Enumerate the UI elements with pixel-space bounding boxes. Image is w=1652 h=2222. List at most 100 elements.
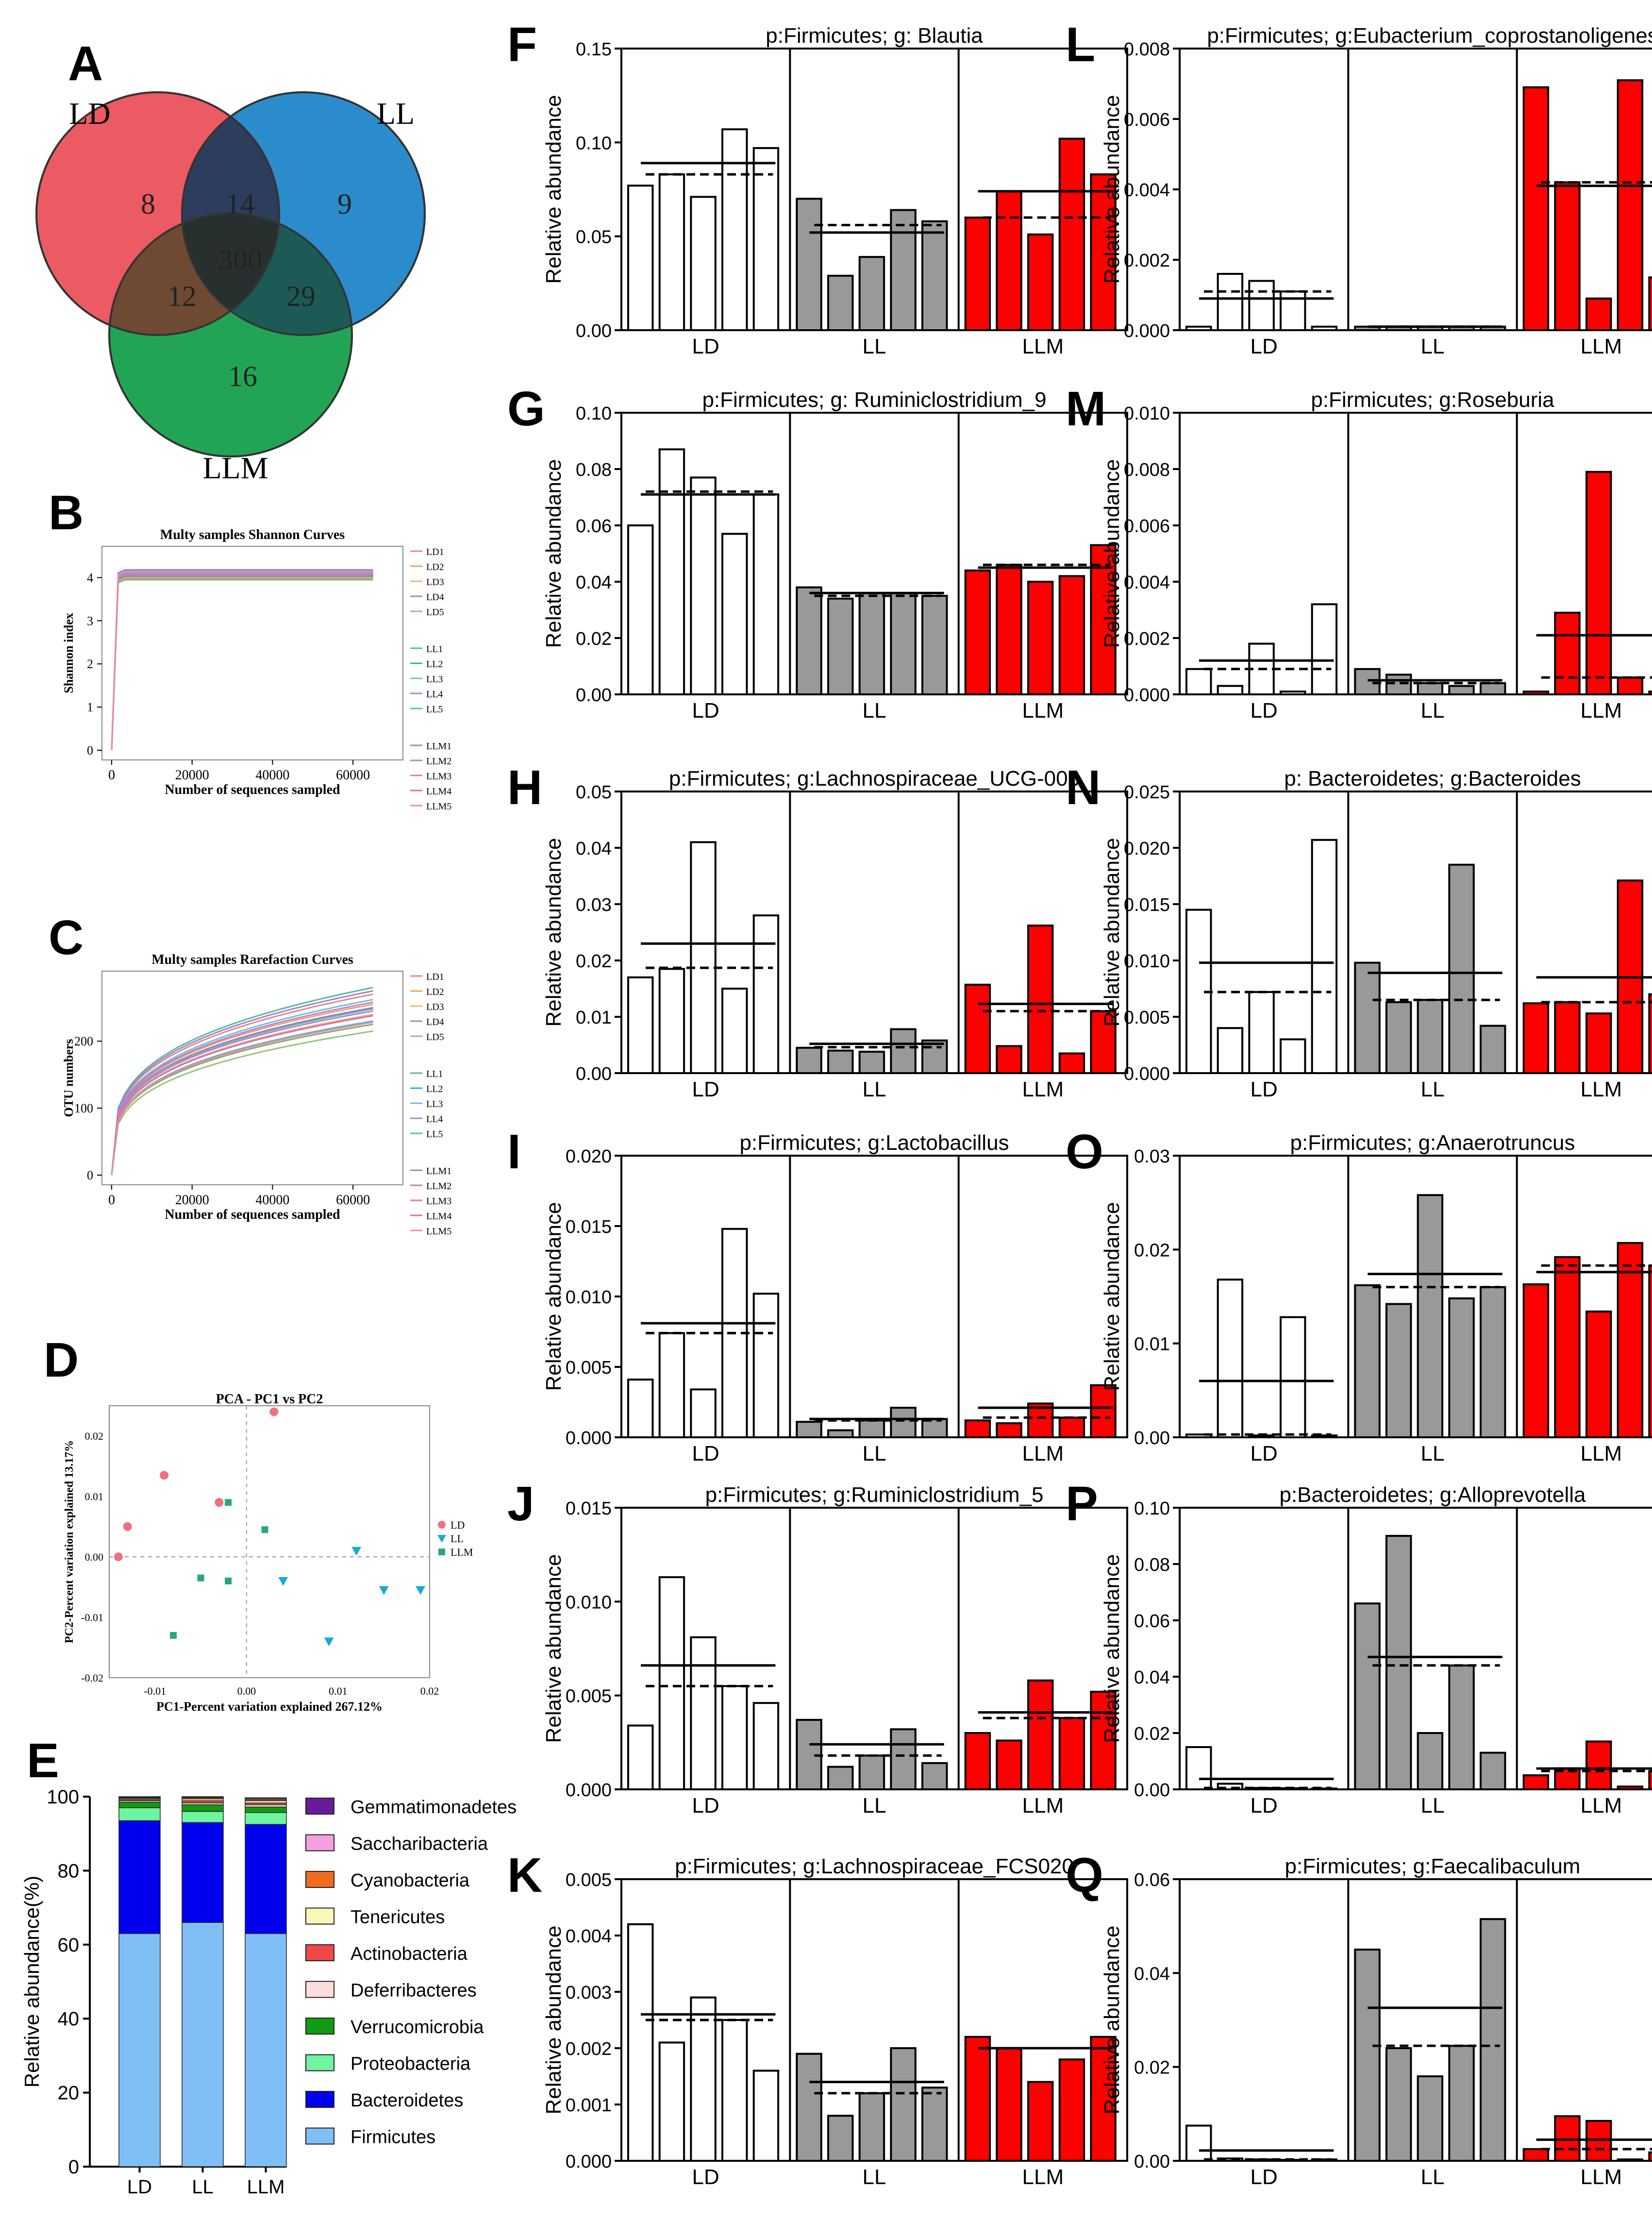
y-axis-label-C: OTU numbers bbox=[62, 1039, 76, 1117]
venn-diagram bbox=[35, 91, 426, 457]
stack-Firmicutes-LL bbox=[182, 1922, 224, 2167]
y-axis-label-O: Relative abundance bbox=[1100, 1202, 1124, 1391]
y-tick-label-G: 0.08 bbox=[576, 460, 612, 480]
bar-LL-1 bbox=[1354, 1602, 1381, 1790]
venn-label-LD: LD bbox=[69, 96, 110, 131]
bar-LLM-3 bbox=[1585, 1012, 1612, 1075]
bar-LLM-1 bbox=[964, 217, 991, 331]
y-tick-label-P: 0.08 bbox=[1134, 1555, 1170, 1575]
y-tick-label-B: 1 bbox=[87, 700, 93, 714]
x-tick-label-C: 0 bbox=[108, 1193, 115, 1208]
y-tick-label-J: 0.010 bbox=[566, 1592, 612, 1613]
x-tick-label-LL: LL bbox=[192, 2176, 214, 2198]
pca-point-LD bbox=[269, 1407, 279, 1416]
x-tick-label-LLM: LLM bbox=[1022, 2165, 1064, 2189]
venn-overlap-LD-LLM bbox=[109, 214, 279, 335]
bar-LD-5 bbox=[752, 1293, 780, 1438]
y-tick-label-L: 0.008 bbox=[1124, 39, 1170, 60]
panel-letter-F: F bbox=[507, 17, 537, 72]
y-tick-label-B: 2 bbox=[87, 657, 93, 671]
x-tick-label-LD: LD bbox=[1251, 1794, 1278, 1818]
bar-LLM-1 bbox=[1522, 86, 1550, 331]
venn-outline-LL bbox=[181, 91, 426, 336]
bar-LL-4 bbox=[890, 2047, 917, 2162]
y-axis-label-D: PC2-Percent variation explained 13.17% bbox=[63, 1440, 76, 1643]
legend-label-LL1: LL1 bbox=[426, 644, 443, 655]
bar-LLM-4 bbox=[1617, 1785, 1644, 1790]
y-tick-label-N: 0.025 bbox=[1124, 782, 1170, 803]
x-tick-label-LL: LL bbox=[1421, 1794, 1445, 1818]
y-tick-label-M: 0.002 bbox=[1124, 629, 1170, 649]
y-tick-label-L: 0.002 bbox=[1124, 251, 1170, 271]
bar-LL-2 bbox=[1385, 1001, 1412, 1075]
bar-LLM-3 bbox=[1027, 233, 1054, 331]
pca-point-LL bbox=[416, 1586, 426, 1595]
bar-LLM-3 bbox=[1585, 1740, 1612, 1790]
bar-LL-3 bbox=[1417, 1194, 1444, 1438]
curve-LD1 bbox=[111, 993, 373, 1176]
legend-label-LLM3: LLM3 bbox=[426, 1196, 451, 1207]
x-tick-label-LLM: LLM bbox=[1022, 335, 1064, 358]
legend-swatch-LD bbox=[438, 1521, 446, 1529]
plot-title-H: p:Firmicutes; g:Lachnospiraceae_UCG-006 bbox=[669, 767, 1080, 791]
plot-title-B: Multy samples Shannon Curves bbox=[160, 527, 345, 542]
x-tick-label-LD: LD bbox=[692, 1077, 719, 1101]
x-tick-label-LLM: LLM bbox=[1581, 335, 1622, 358]
y-tick-label-G: 0.06 bbox=[576, 516, 612, 537]
bar-LLM-1 bbox=[964, 1732, 991, 1790]
x-tick-label-LL: LL bbox=[863, 1077, 886, 1101]
bar-LLM-4 bbox=[1617, 79, 1644, 331]
bar-LL-3 bbox=[858, 2092, 885, 2162]
bar-LD-2 bbox=[658, 173, 685, 331]
panel-letter-J: J bbox=[507, 1477, 534, 1531]
y-tick-label-F: 0.10 bbox=[576, 133, 612, 153]
bar-LL-4 bbox=[1448, 1664, 1475, 1791]
y-tick-label-C: 100 bbox=[74, 1101, 93, 1115]
x-tick-label-LD: LD bbox=[127, 2176, 152, 2198]
y-tick-label-H: 0.04 bbox=[576, 839, 612, 859]
curve-LLM3 bbox=[111, 1008, 373, 1176]
legend-label-Firmicutes: Firmicutes bbox=[350, 2127, 435, 2148]
bar-LD-3 bbox=[690, 841, 717, 1075]
bar-LLM-5 bbox=[1090, 1384, 1117, 1438]
legend-label-LL: LL bbox=[451, 1532, 464, 1545]
legend-label-Deferribacteres: Deferribacteres bbox=[350, 1981, 477, 2001]
y-tick-label-I: 0.000 bbox=[566, 1428, 612, 1448]
curve-LL4 bbox=[111, 1010, 373, 1176]
bar-LD-2 bbox=[1217, 1783, 1244, 1790]
legend-swatch-Cyanobacteria bbox=[305, 1871, 334, 1888]
bar-LD-2 bbox=[1217, 273, 1244, 331]
legend-swatch-Bacteroidetes bbox=[305, 2091, 334, 2108]
panel-letter-B: B bbox=[49, 486, 83, 540]
y-tick-label-Q: 0.04 bbox=[1134, 1964, 1170, 1984]
bar-LD-1 bbox=[627, 185, 654, 331]
bar-LL-2 bbox=[827, 1766, 854, 1791]
legend-label-LLM5: LLM5 bbox=[426, 801, 451, 812]
x-tick-label-D: 0.00 bbox=[237, 1685, 256, 1697]
legend-label-LL4: LL4 bbox=[426, 689, 443, 700]
x-tick-label-D: 0.02 bbox=[420, 1685, 439, 1697]
y-tick-label-K: 0.003 bbox=[566, 1983, 612, 2003]
bar-LLM-5 bbox=[1090, 1690, 1117, 1791]
y-tick-label-K: 0.000 bbox=[566, 2152, 612, 2172]
legend-swatch-Saccharibacteria bbox=[305, 1834, 334, 1852]
panel-letter-E: E bbox=[27, 1734, 59, 1788]
x-tick-label-B: 20000 bbox=[175, 768, 209, 783]
y-tick-label-L: 0.004 bbox=[1124, 180, 1170, 201]
x-tick-label-LLM: LLM bbox=[1022, 1442, 1064, 1465]
bar-LD-2 bbox=[658, 968, 685, 1075]
plot-title-C: Multy samples Rarefaction Curves bbox=[151, 952, 353, 967]
bar-LD-1 bbox=[1185, 1746, 1212, 1790]
legend-label-LL2: LL2 bbox=[426, 659, 443, 670]
y-tick-label-D: 0.01 bbox=[85, 1491, 104, 1503]
y-tick-label-C: 200 bbox=[74, 1034, 93, 1048]
curve-LD4 bbox=[111, 579, 373, 751]
bar-LD-5 bbox=[1311, 839, 1338, 1074]
stack-Bacteroidetes-LLM bbox=[245, 1824, 287, 1934]
y-axis-label-H: Relative abundance bbox=[542, 838, 566, 1027]
legend-label-LLM3: LLM3 bbox=[426, 771, 451, 782]
legend-label-LLM1: LLM1 bbox=[426, 1166, 451, 1177]
curve-LLM4 bbox=[111, 1015, 373, 1176]
plot-title-L: p:Firmicutes; g:Eubacterium_coprostanoli… bbox=[1207, 24, 1652, 48]
